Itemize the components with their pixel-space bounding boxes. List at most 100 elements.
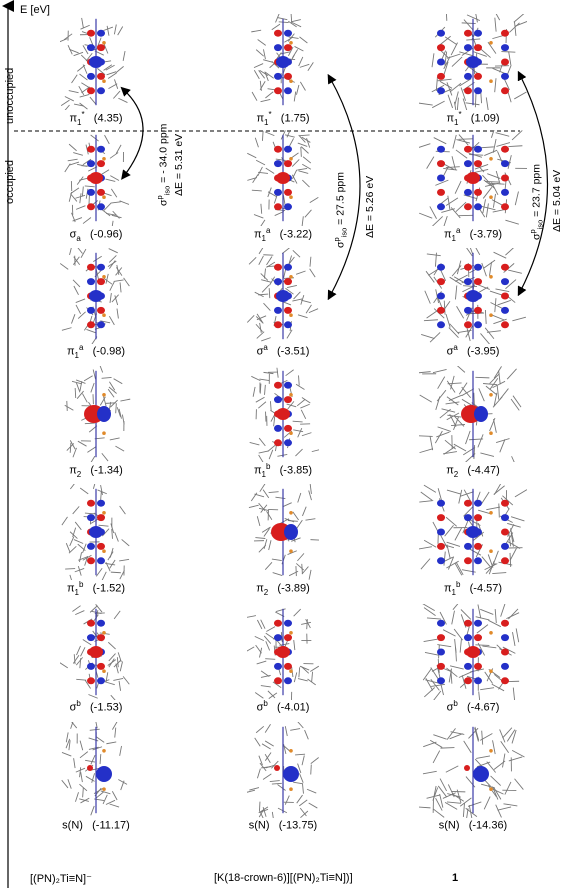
orbital-energy: (-3.22) (279, 228, 313, 241)
orbital-lobe (501, 87, 509, 95)
orbital-symbol: π (256, 112, 265, 125)
orbital-isosurface (419, 726, 525, 818)
orbital-subscript: 1 (451, 587, 456, 597)
orbital-label: s(N) (-11.17) (36, 817, 156, 834)
orbital-lobe (464, 321, 472, 329)
orbital-label: s(N) (-14.36) (413, 817, 533, 834)
orbital-superscript: b (79, 580, 84, 589)
orbital-lobe (501, 278, 509, 286)
orbital-lobe (464, 634, 472, 642)
orbital-lobe (501, 619, 509, 627)
orbital-subscript: 1 (74, 350, 79, 360)
orbital-isosurface (61, 484, 130, 580)
orbital-lobe (274, 634, 282, 642)
orbital-label: σa (-0.96) (36, 226, 156, 243)
orbital-isosurface (60, 248, 130, 344)
orbital-superscript: a (263, 343, 268, 352)
orbital-energy: (-3.79) (469, 228, 503, 241)
orbital-lobe (284, 662, 292, 670)
orbital-isosurface (422, 604, 520, 700)
orbital-lobe (437, 292, 445, 300)
orbital-label: π1b (-1.52) (36, 580, 156, 597)
orbital-lobe (437, 321, 445, 329)
orbital-superscript: b (456, 580, 461, 589)
orbital-lobe (97, 677, 105, 685)
orbital-isosurface (419, 130, 527, 226)
orbital-subscript: 1 (264, 117, 269, 127)
orbital-lobe (464, 263, 472, 271)
orbital-lobe (97, 662, 105, 670)
orbital-lobe (464, 188, 472, 196)
orbital-lobe (284, 634, 292, 642)
orbital-lobe (87, 145, 95, 153)
orbital-symbol: σ (69, 701, 77, 714)
orbital-lobe (284, 424, 292, 432)
orbital-lobe (87, 619, 95, 627)
orbital-energy: (1.75) (280, 112, 310, 125)
orbital-lobe (501, 58, 509, 66)
transition-3-delta-e: ΔE = 5.04 eV (551, 169, 563, 232)
orbital-lobe (474, 619, 482, 627)
orbital-lobe (437, 499, 445, 507)
orbital-lobe (464, 542, 472, 550)
orbital-label: π1* (4.35) (36, 110, 156, 127)
orbital-lobe (474, 542, 482, 550)
orbital-symbol: π (256, 582, 264, 595)
orbital-lobe (464, 619, 472, 627)
orbital-isosurface (247, 608, 319, 700)
orbital-lobe (274, 263, 282, 271)
orbital-lobe (97, 406, 111, 422)
orbital-lobe (466, 290, 480, 302)
orbital-label: π2 (-1.34) (36, 462, 156, 479)
orbital-isosurface (247, 722, 319, 818)
orbital-lobe (437, 542, 445, 550)
orbital-energy: (-3.51) (277, 345, 310, 358)
orbital-symbol: σ (446, 701, 454, 714)
orbital-lobe (501, 72, 509, 80)
orbital-lobe (474, 557, 482, 565)
ligand-wireframe (419, 726, 525, 818)
orbital-symbol: π (69, 464, 77, 477)
orbital-lobe (274, 321, 282, 329)
orbital-energy: (-11.17) (92, 819, 130, 832)
orbital-lobe (437, 677, 445, 685)
orbital-lobe (464, 677, 472, 685)
orbital-lobe (284, 396, 292, 404)
column-3-footer: 1 (452, 872, 459, 884)
orbital-subscript: 2 (263, 587, 269, 597)
orbital-subscript: 2 (453, 469, 459, 479)
orbital-lobe (87, 87, 95, 95)
orbital-energy: (-1.52) (92, 582, 126, 595)
orbital-lobe (276, 408, 290, 420)
orbital-subscript: 1 (77, 117, 82, 127)
orbital-lobe (474, 278, 482, 286)
orbital-lobe (501, 514, 509, 522)
orbital-lobe (283, 766, 299, 782)
orbital-lobe (437, 188, 445, 196)
orbital-lobe (437, 557, 445, 565)
orbital-lobe (466, 172, 480, 184)
ligand-wireframe (419, 484, 527, 576)
orbital-lobe (274, 765, 280, 771)
orbital-lobe (474, 263, 482, 271)
column-2-footer: [K(18-crown-6)][(PN)₂Ti≡N])] (214, 872, 353, 884)
column-1-footer: [(PN)₂Ti≡N]⁻ (30, 873, 92, 885)
orbital-superscript: * (458, 110, 462, 119)
orbital-lobe (97, 542, 105, 550)
orbital-lobe (274, 188, 282, 196)
orbital-symbol: π (443, 582, 452, 595)
orbital-subscript: a (76, 233, 81, 243)
orbital-lobe (87, 634, 95, 642)
orbital-lobe (501, 174, 509, 182)
orbital-lobe (276, 290, 290, 302)
orbital-lobe (473, 766, 489, 782)
orbital-superscript: a (453, 343, 458, 352)
orbital-lobe (474, 145, 482, 153)
orbital-isosurface (247, 130, 319, 226)
orbital-symbol: σ (446, 345, 454, 358)
orbital-lobe (466, 526, 480, 538)
orbital-lobe (474, 87, 482, 95)
orbital-lobe (474, 203, 482, 211)
orbital-superscript: a (456, 226, 461, 235)
orbital-symbol: π (66, 345, 75, 358)
